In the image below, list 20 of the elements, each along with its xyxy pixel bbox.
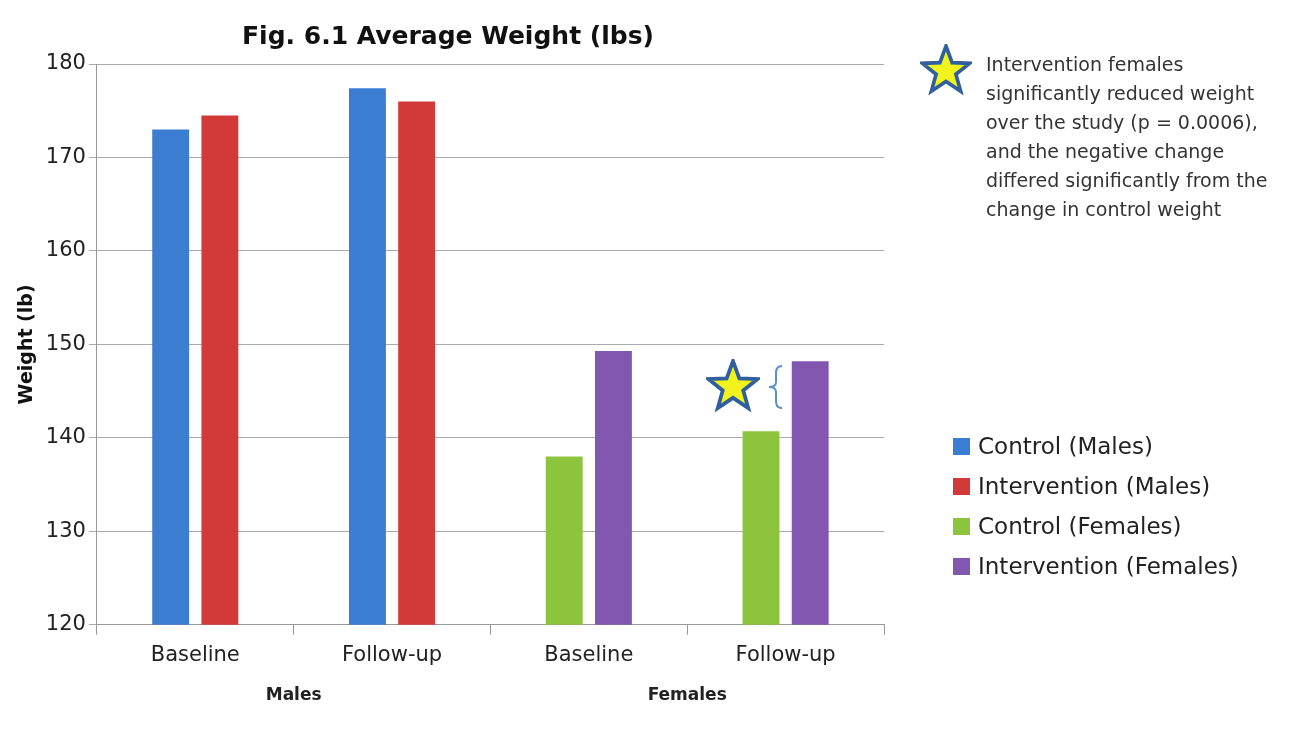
y-tick-label: 130	[45, 517, 86, 542]
legend-label: Intervention (Females)	[978, 553, 1239, 579]
text: Females	[647, 683, 727, 704]
y-tick-label: 150	[45, 330, 86, 355]
legend-label: Control (Males)	[978, 433, 1153, 459]
y-tick-label: 170	[45, 143, 86, 168]
legend-label: Intervention (Males)	[978, 473, 1211, 499]
text: Intervention females significantly reduced weight over the study (p = 0.0006), and the negative change differed significantly from the change in control weight	[986, 52, 1269, 222]
x-tick-label: Baseline	[150, 641, 240, 666]
x-tick-label: Follow-up	[735, 641, 836, 666]
text: Males	[265, 683, 322, 704]
y-tick-label: 140	[45, 424, 86, 449]
y-tick-label: 160	[45, 237, 86, 262]
chart-title: Fig. 6.1 Average Weight (lbs)	[242, 20, 654, 50]
legend-label: Control (Females)	[978, 513, 1182, 539]
x-tick-label: Follow-up	[342, 641, 443, 666]
y-tick-label: 120	[45, 611, 86, 636]
y-axis-title: Weight (lb)	[14, 284, 37, 405]
y-tick-label: 180	[45, 50, 86, 75]
x-tick-label: Baseline	[544, 641, 634, 666]
